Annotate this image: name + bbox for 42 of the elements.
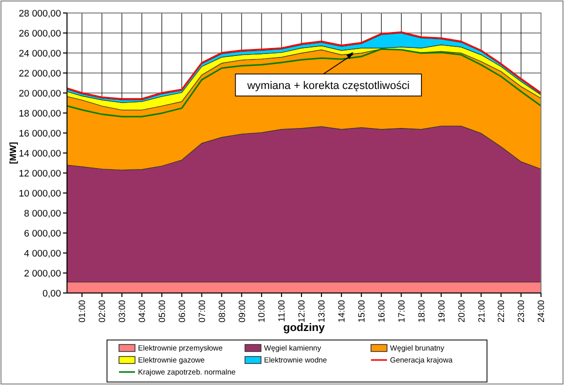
y-tick-label: 24 000,00 xyxy=(18,48,61,60)
y-tick-label: 20 000,00 xyxy=(18,88,61,100)
y-tick-label: 14 000,00 xyxy=(18,148,61,160)
x-tick-label: 07:00 xyxy=(196,300,207,323)
y-tick-label: 26 000,00 xyxy=(18,28,61,40)
x-tick-label: 06:00 xyxy=(176,300,187,323)
x-tick-label: 08:00 xyxy=(216,300,227,323)
x-tick-label: 23:00 xyxy=(516,300,526,323)
y-axis-title: [MW] xyxy=(8,142,18,164)
x-tick-label: 10:00 xyxy=(256,300,267,323)
y-tick-label: 22 000,00 xyxy=(18,68,61,80)
y-tick-label: 2 000,00 xyxy=(24,268,61,280)
x-tick-label: 04:00 xyxy=(136,300,147,323)
x-tick-label: 17:00 xyxy=(396,300,406,323)
x-tick-label: 01:00 xyxy=(77,300,88,323)
y-tick-label: 18 000,00 xyxy=(18,108,61,120)
x-tick-label: 24:00 xyxy=(536,300,546,323)
y-tick-label: 0,00 xyxy=(42,288,61,300)
x-axis-title: godziny xyxy=(283,322,326,334)
y-tick-label: 10 000,00 xyxy=(18,188,61,200)
x-tick-label: 02:00 xyxy=(97,300,108,323)
y-tick-label: 16 000,00 xyxy=(18,128,61,140)
x-tick-label: 13:00 xyxy=(316,300,327,323)
y-tick-label: 28 000,00 xyxy=(18,8,61,20)
x-tick-label: 20:00 xyxy=(456,300,466,323)
annotation: wymiana + korekta częstotliwości xyxy=(246,80,410,92)
x-tick-label: 19:00 xyxy=(436,300,446,323)
y-tick-label: 6 000,00 xyxy=(24,228,61,240)
x-tick-label: 21:00 xyxy=(476,300,486,323)
x-tick-label: 11:00 xyxy=(276,300,287,322)
x-tick-label: 18:00 xyxy=(416,300,426,323)
x-tick-label: 14:00 xyxy=(336,300,347,323)
x-tick-label: 16:00 xyxy=(376,300,386,323)
x-tick-label: 03:00 xyxy=(117,300,128,323)
y-tick-label: 4 000,00 xyxy=(24,248,61,260)
x-tick-label: 09:00 xyxy=(236,300,247,323)
y-tick-label: 12 000,00 xyxy=(18,168,61,180)
x-tick-label: 22:00 xyxy=(496,300,506,323)
x-tick-label: 05:00 xyxy=(156,300,167,323)
x-tick-label: 12:00 xyxy=(296,300,307,323)
y-tick-label: 8 000,00 xyxy=(24,208,61,220)
x-tick-label: 15:00 xyxy=(356,300,367,323)
